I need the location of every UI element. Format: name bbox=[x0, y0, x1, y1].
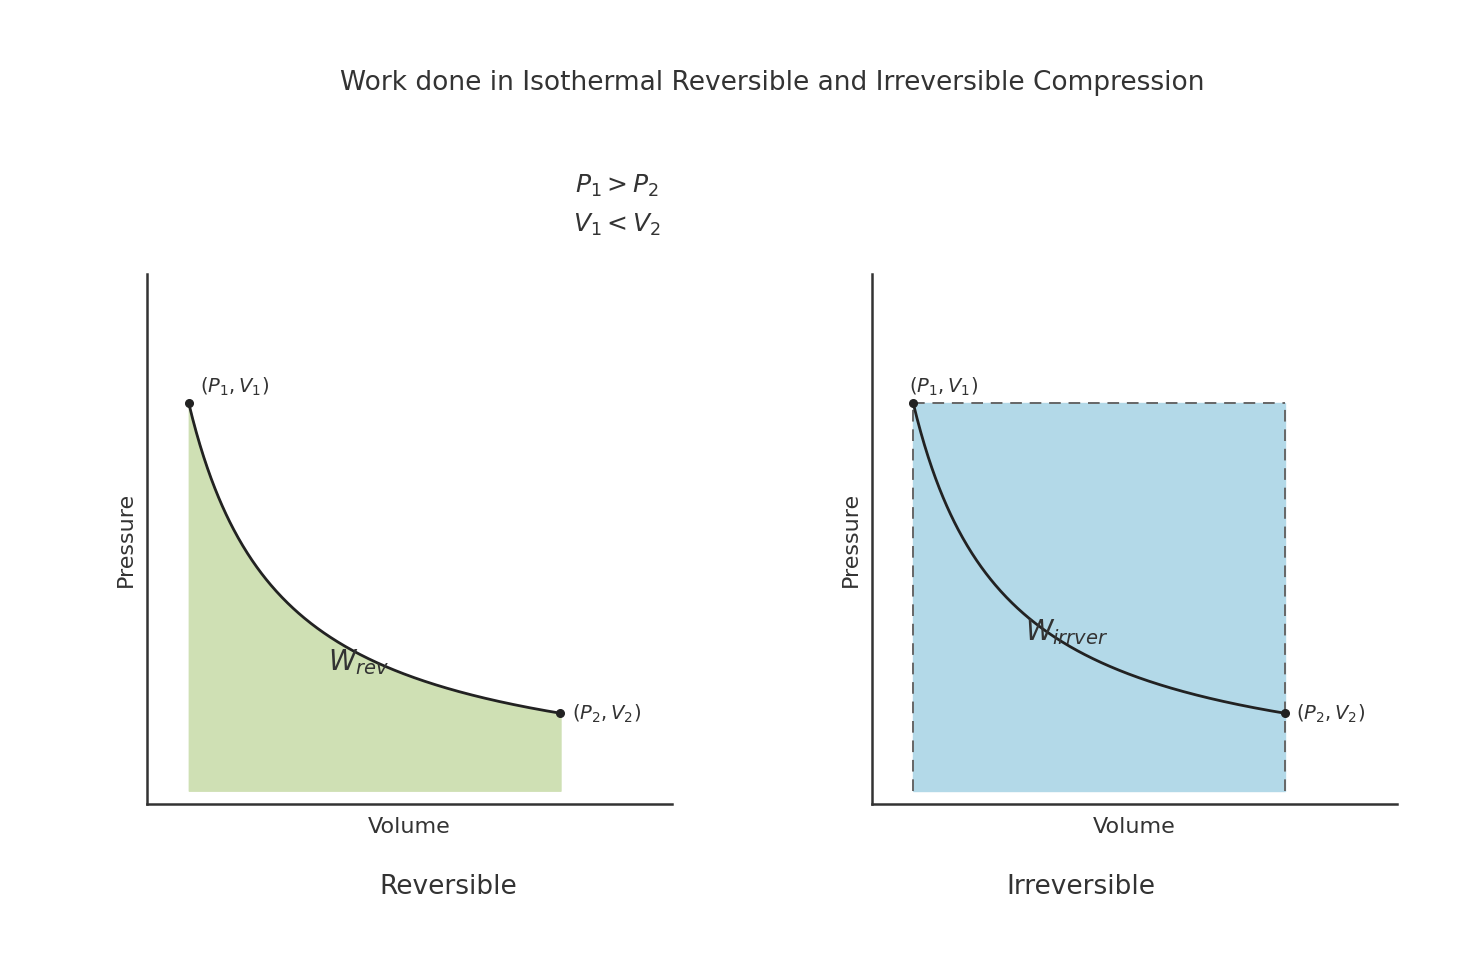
Text: $(P_1,V_1)$: $(P_1,V_1)$ bbox=[908, 375, 978, 398]
Text: $P_1 > P_2$: $P_1 > P_2$ bbox=[575, 173, 660, 199]
Text: $W_{rev}$: $W_{rev}$ bbox=[328, 647, 390, 677]
Text: $(P_1,V_1)$: $(P_1,V_1)$ bbox=[200, 375, 269, 398]
Text: $W_{irrver}$: $W_{irrver}$ bbox=[1025, 617, 1108, 647]
Text: Irreversible: Irreversible bbox=[1005, 874, 1155, 900]
Text: $(P_2,V_2)$: $(P_2,V_2)$ bbox=[572, 703, 641, 725]
Text: Reversible: Reversible bbox=[379, 874, 517, 900]
Y-axis label: Pressure: Pressure bbox=[841, 491, 860, 587]
X-axis label: Volume: Volume bbox=[368, 817, 451, 838]
Text: Work done in Isothermal Reversible and Irreversible Compression: Work done in Isothermal Reversible and I… bbox=[340, 71, 1204, 96]
Y-axis label: Pressure: Pressure bbox=[116, 491, 135, 587]
X-axis label: Volume: Volume bbox=[1092, 817, 1176, 838]
Polygon shape bbox=[913, 404, 1285, 791]
Text: $(P_2,V_2)$: $(P_2,V_2)$ bbox=[1297, 703, 1366, 725]
Text: $V_1 < V_2$: $V_1 < V_2$ bbox=[573, 213, 662, 238]
